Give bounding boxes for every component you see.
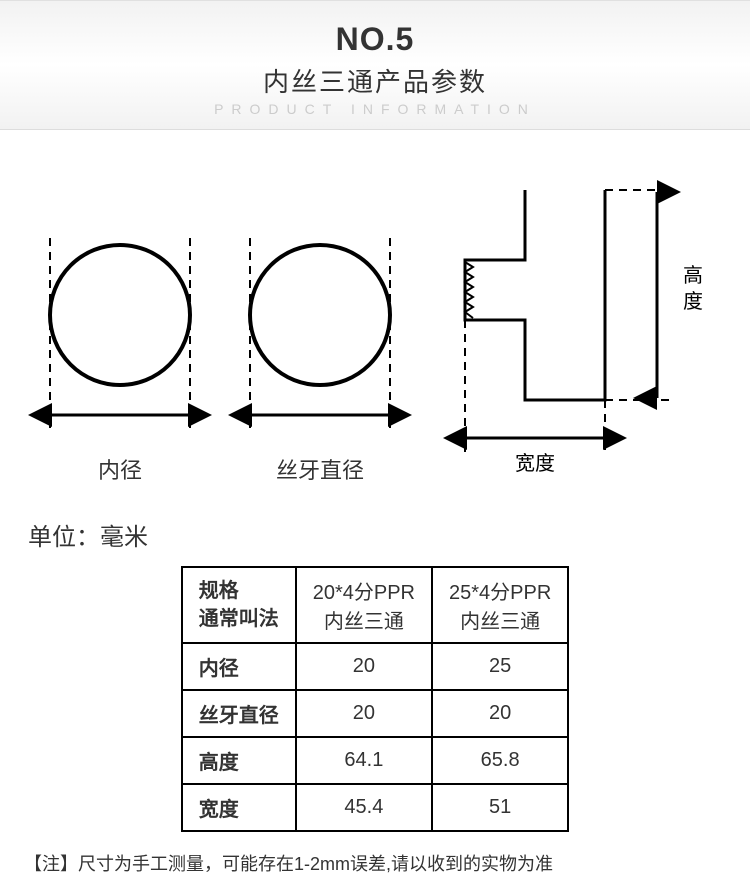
spec-header-cell: 规格 通常叫法 [182,567,296,643]
diagram-thread-diameter: 丝牙直径 [225,230,415,485]
spec-col-1: 25*4分PPR 内丝三通 [432,567,568,643]
spec-header-r2: 通常叫法 [199,608,279,630]
diagram-tee-shape: 高 度 宽度 [425,170,725,485]
tee-shape-svg: 高 度 宽度 [425,170,725,480]
header-band: NO.5 内丝三通产品参数 PRODUCT INFORMATION [0,0,750,130]
circle-inner-diameter-svg [25,230,215,440]
row-val: 51 [432,784,568,831]
row-label: 高度 [182,737,296,784]
table-row: 丝牙直径 20 20 [182,690,569,737]
footnote: 【注】尺寸为手工测量，可能存在1-2mm误差,请以收到的实物为准 [0,850,750,894]
spec-header-r1: 规格 [199,580,239,602]
row-val: 65.8 [432,737,568,784]
unit-label: 单位：毫米 [0,495,750,562]
row-val: 20 [296,643,432,690]
t-height-label-b: 度 [683,290,703,313]
row-val: 20 [296,690,432,737]
spec-col-0: 20*4分PPR 内丝三通 [296,567,432,643]
t-width-label: 宽度 [515,452,555,475]
row-label: 宽度 [182,784,296,831]
t-height-label-a: 高 [683,264,703,287]
spec-table: 规格 通常叫法 20*4分PPR 内丝三通 25*4分PPR 内丝三通 内径 2… [181,566,570,832]
row-val: 20 [432,690,568,737]
row-val: 64.1 [296,737,432,784]
row-label: 丝牙直径 [182,690,296,737]
header-title: 内丝三通产品参数 [0,62,750,99]
circle-thread-diameter-svg [225,230,415,440]
diagram-inner-diameter: 内径 [25,230,215,485]
table-row: 宽度 45.4 51 [182,784,569,831]
row-val: 45.4 [296,784,432,831]
table-row: 高度 64.1 65.8 [182,737,569,784]
row-label: 内径 [182,643,296,690]
header-subtitle: PRODUCT INFORMATION [0,101,750,117]
circle1-label: 内径 [25,453,215,485]
header-number: NO.5 [0,21,750,58]
table-row: 内径 20 25 [182,643,569,690]
circle2-label: 丝牙直径 [225,453,415,485]
row-val: 25 [432,643,568,690]
diagram-row: 内径 丝牙直径 [0,130,750,495]
